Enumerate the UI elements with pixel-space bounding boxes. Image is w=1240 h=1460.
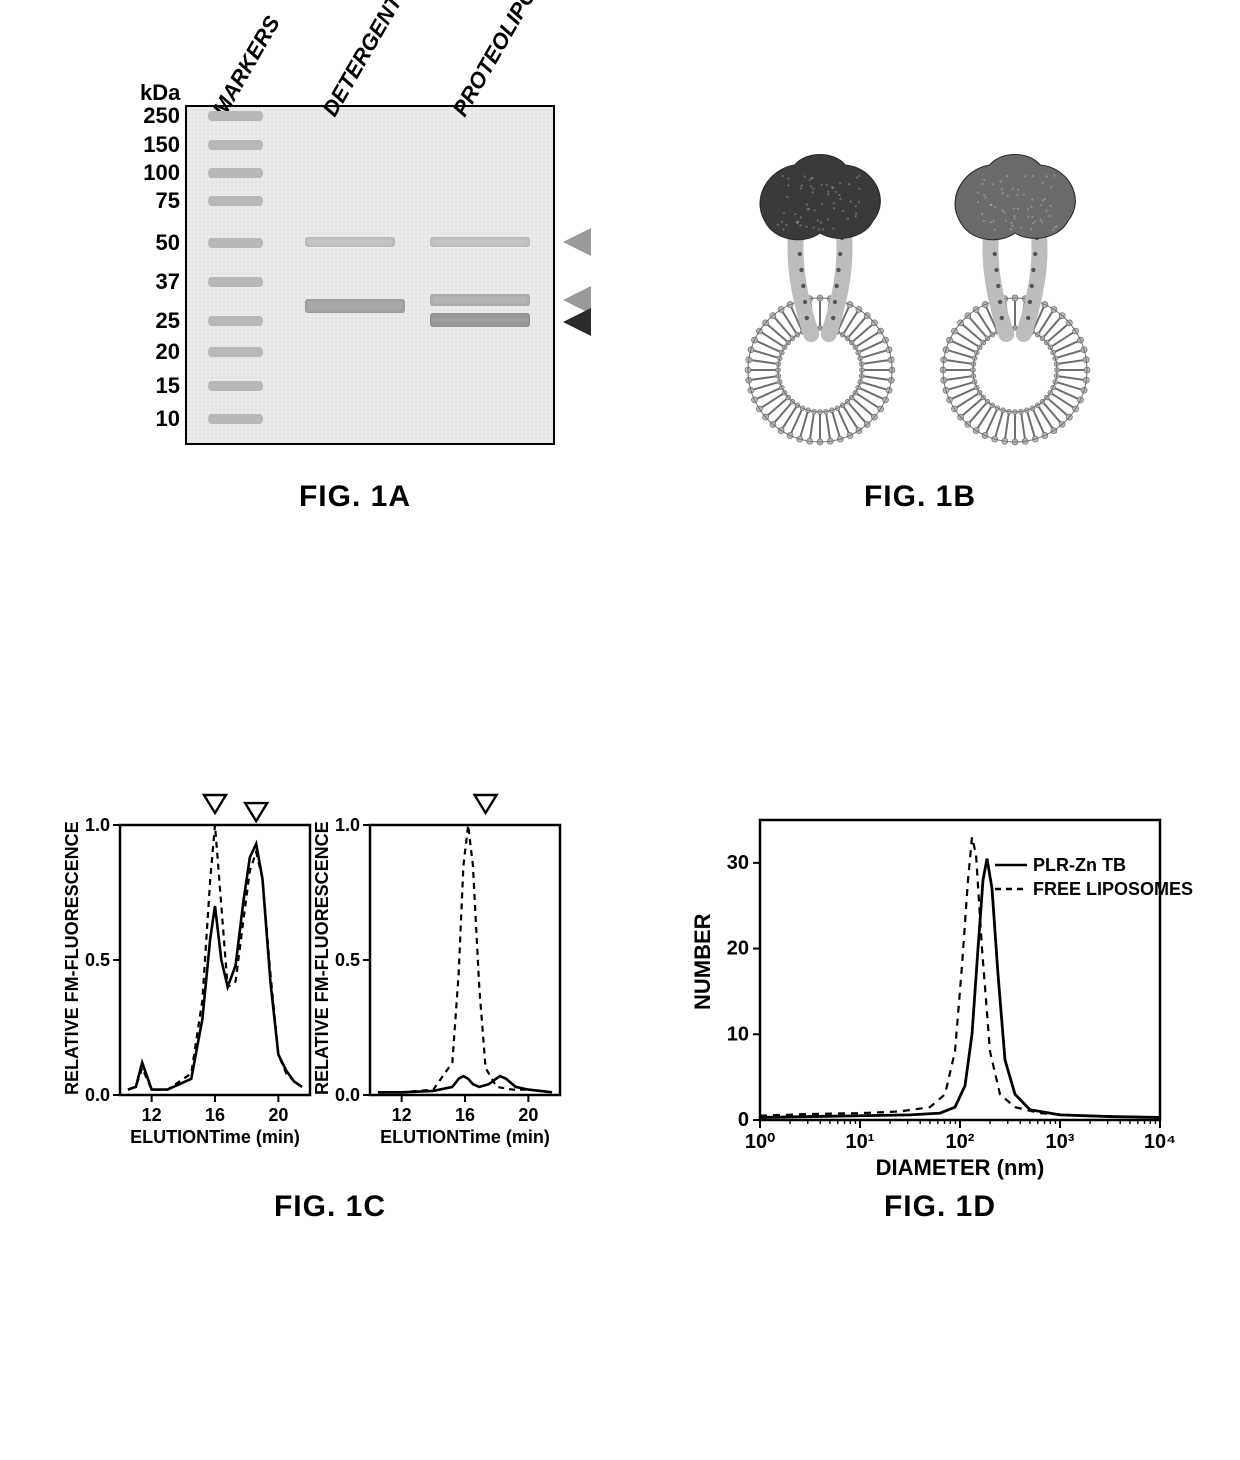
gel-image: kDa MARKERS DETERGENT MICELLES PROTEOLIP… xyxy=(85,20,605,470)
marker-band xyxy=(208,381,263,391)
figure-1d-panel: 0 10 20 30 10⁰ 10¹ 10² 10³ 10⁴ NUMBER DIAMETER (nm… xyxy=(680,790,1200,1224)
gel-band xyxy=(430,313,530,327)
fig1d-caption: FIG. 1D xyxy=(680,1190,1200,1224)
marker-label: 100 xyxy=(135,160,180,186)
svg-text:10⁰: 10⁰ xyxy=(745,1131,775,1153)
svg-text:0.5: 0.5 xyxy=(335,950,360,970)
svg-text:0: 0 xyxy=(738,1109,749,1131)
svg-text:NUMBER: NUMBER xyxy=(690,913,715,1010)
svg-text:FREE LIPOSOMES: FREE LIPOSOMES xyxy=(1033,879,1193,899)
marker-band xyxy=(208,277,263,287)
svg-text:ELUTIONTime (min): ELUTIONTime (min) xyxy=(130,1127,300,1147)
svg-text:10: 10 xyxy=(727,1023,749,1045)
marker-label: 150 xyxy=(135,132,180,158)
marker-label: 20 xyxy=(135,339,180,365)
svg-text:0.0: 0.0 xyxy=(85,1085,110,1105)
figure-1a-panel: kDa MARKERS DETERGENT MICELLES PROTEOLIP… xyxy=(85,20,605,514)
marker-label: 15 xyxy=(135,373,180,399)
svg-text:RELATIVE FM-FLUORESCENCE: RELATIVE FM-FLUORESCENCE xyxy=(62,821,82,1095)
svg-text:20: 20 xyxy=(727,938,749,960)
marker-label: 250 xyxy=(135,103,180,129)
svg-text:0.5: 0.5 xyxy=(85,950,110,970)
svg-text:0.0: 0.0 xyxy=(335,1085,360,1105)
marker-label: 37 xyxy=(135,269,180,295)
marker-band xyxy=(208,111,263,121)
svg-text:1.0: 1.0 xyxy=(335,815,360,835)
lane-label-proteoliposomes: PROTEOLIPOSOMES xyxy=(447,0,581,121)
svg-text:12: 12 xyxy=(392,1105,412,1125)
svg-text:16: 16 xyxy=(455,1105,475,1125)
gel-band xyxy=(430,294,530,306)
figure-1b-panel: FIG. 1B xyxy=(700,120,1140,514)
svg-text:20: 20 xyxy=(268,1105,288,1125)
band-pointer-arrow xyxy=(563,308,591,336)
svg-text:ELUTIONTime (min): ELUTIONTime (min) xyxy=(380,1127,550,1147)
svg-text:RELATIVE FM-FLUORESCENCE: RELATIVE FM-FLUORESCENCE xyxy=(312,821,332,1095)
gel-box xyxy=(185,105,555,445)
marker-label: 75 xyxy=(135,188,180,214)
svg-text:30: 30 xyxy=(727,852,749,874)
svg-text:10¹: 10¹ xyxy=(846,1131,875,1153)
marker-band xyxy=(208,140,263,150)
marker-label: 25 xyxy=(135,308,180,334)
gel-band xyxy=(305,299,405,313)
marker-band xyxy=(208,238,263,248)
svg-text:10²: 10² xyxy=(946,1131,975,1153)
lane-label-micelles: DETERGENT MICELLES xyxy=(317,0,466,121)
svg-text:1.0: 1.0 xyxy=(85,815,110,835)
marker-band xyxy=(208,414,263,424)
structure-illustration xyxy=(700,120,1140,480)
svg-text:12: 12 xyxy=(142,1105,162,1125)
svg-text:DIAMETER (nm): DIAMETER (nm) xyxy=(876,1155,1045,1180)
dls-plot: 0 10 20 30 10⁰ 10¹ 10² 10³ 10⁴ NUMBER DIAMETER (nm… xyxy=(680,790,1200,1190)
fig1a-caption: FIG. 1A xyxy=(205,480,505,514)
svg-text:10⁴: 10⁴ xyxy=(1144,1131,1176,1153)
gel-band xyxy=(305,237,395,247)
marker-band xyxy=(208,196,263,206)
band-pointer-arrow xyxy=(563,228,591,256)
svg-text:16: 16 xyxy=(205,1105,225,1125)
svg-text:PLR-Zn TB: PLR-Zn TB xyxy=(1033,855,1126,875)
svg-text:10³: 10³ xyxy=(1046,1131,1075,1153)
fig1b-caption: FIG. 1B xyxy=(700,480,1140,514)
figure-1c-panel: 1216200.00.51.0RELATIVE FM-FLUORESCENCEE… xyxy=(50,790,610,1224)
marker-label: 10 xyxy=(135,406,180,432)
svg-text:20: 20 xyxy=(518,1105,538,1125)
marker-label: 50 xyxy=(135,230,180,256)
marker-band xyxy=(208,168,263,178)
gel-band xyxy=(430,237,530,247)
fig1c-caption: FIG. 1C xyxy=(50,1190,610,1224)
elution-plots: 1216200.00.51.0RELATIVE FM-FLUORESCENCEE… xyxy=(50,790,610,1190)
marker-band xyxy=(208,316,263,326)
marker-band xyxy=(208,347,263,357)
